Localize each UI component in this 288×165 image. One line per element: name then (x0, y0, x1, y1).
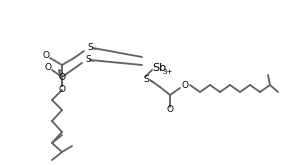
Text: O: O (58, 85, 65, 95)
Text: Sb: Sb (152, 63, 166, 73)
Text: O: O (43, 50, 50, 60)
Text: ⁻: ⁻ (149, 79, 153, 87)
Text: ⁻: ⁻ (92, 47, 96, 55)
Text: O: O (166, 105, 173, 115)
Text: S: S (87, 44, 93, 52)
Text: S: S (85, 55, 91, 65)
Text: O: O (58, 72, 65, 82)
Text: S: S (143, 76, 149, 84)
Text: ⁻: ⁻ (90, 59, 94, 67)
Text: O: O (45, 63, 52, 71)
Text: 3+: 3+ (162, 69, 173, 75)
Text: O: O (181, 81, 189, 89)
